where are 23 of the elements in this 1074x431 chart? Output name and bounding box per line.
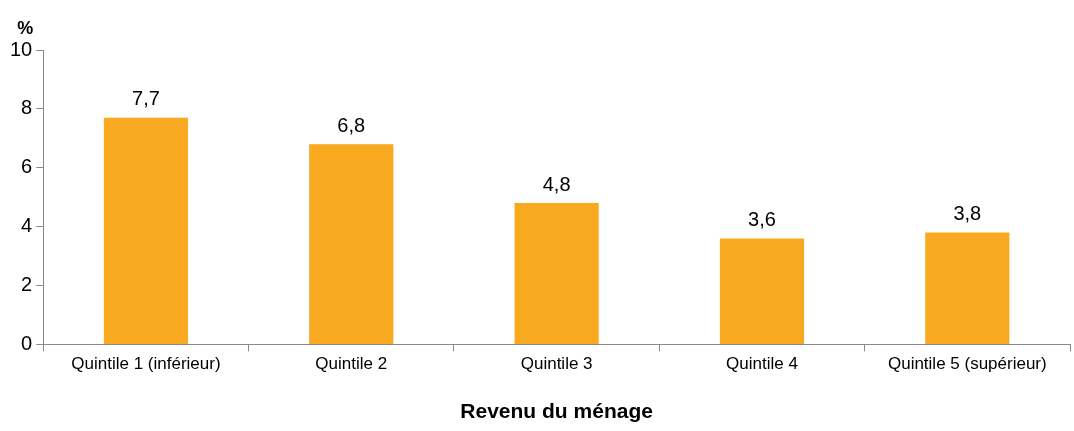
x-tick-label: Quintile 1 (inférieur) [71, 354, 221, 374]
y-tick-label: 2 [21, 273, 33, 296]
bar [925, 232, 1010, 344]
bar [719, 238, 805, 344]
data-label: 6,8 [337, 113, 366, 136]
x-tick-label: Quintile 4 [726, 354, 798, 374]
y-tick-label: 10 [10, 37, 33, 60]
x-axis-title: Revenu du ménage [460, 399, 653, 423]
x-tick-label: Quintile 3 [520, 354, 593, 374]
x-tick-label: Quintile 2 [315, 354, 388, 374]
bar [103, 117, 189, 344]
bar [514, 203, 599, 344]
x-tick-label: Quintile 5 (supérieur) [887, 354, 1047, 374]
y-tick-label: 8 [21, 96, 33, 119]
y-tick-label: 4 [21, 214, 33, 237]
data-label: 4,8 [542, 172, 571, 195]
y-tick-label: 0 [21, 331, 33, 354]
data-label: 7,7 [132, 87, 160, 110]
bar [309, 144, 394, 344]
data-label: 3,8 [953, 202, 982, 225]
y-tick-label: 6 [21, 155, 33, 178]
data-label: 3,6 [748, 207, 776, 230]
y-axis-title: % [17, 17, 34, 38]
